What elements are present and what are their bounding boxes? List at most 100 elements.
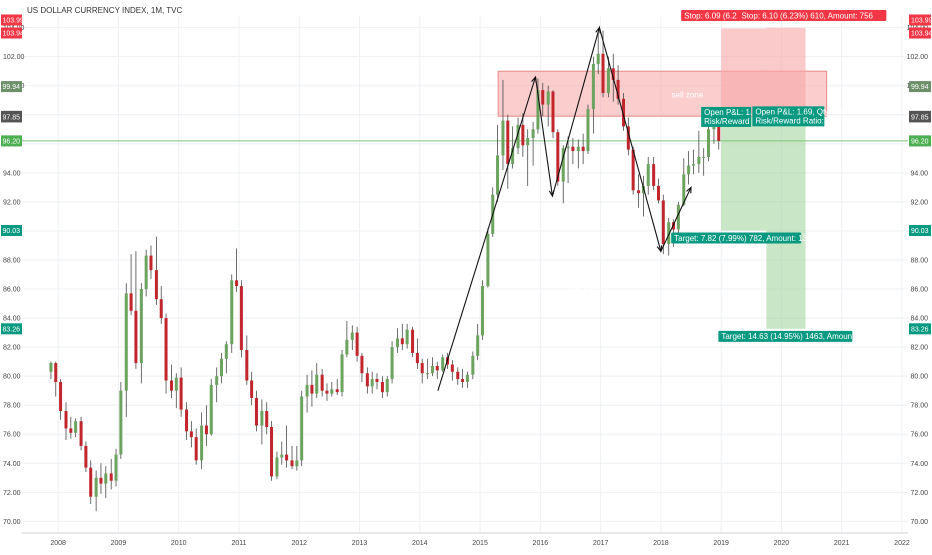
candle-body bbox=[556, 132, 560, 182]
candles bbox=[49, 30, 721, 512]
price-badge-left-bg bbox=[1, 323, 22, 335]
candle-body bbox=[450, 364, 454, 372]
y-tick-label-right: 80.00 bbox=[910, 374, 928, 381]
candle-body bbox=[571, 146, 575, 152]
pnl-box-1-bg bbox=[701, 106, 752, 127]
candle-body bbox=[691, 164, 695, 166]
candle-body bbox=[224, 344, 228, 359]
candle-body bbox=[405, 329, 409, 345]
candle-body bbox=[566, 146, 570, 149]
price-badge-right: 99.94 bbox=[911, 84, 929, 91]
candle-body bbox=[219, 358, 224, 377]
candle-body bbox=[531, 129, 535, 138]
price-badge-right: 90.03 bbox=[911, 228, 929, 235]
x-tick-label: 2014 bbox=[412, 540, 428, 547]
candle-body bbox=[586, 108, 590, 152]
candle-body bbox=[506, 120, 510, 165]
x-tick-label: 2009 bbox=[111, 540, 127, 547]
pattern-arrowhead bbox=[548, 190, 555, 198]
stop-label-2: Stop: 6.10 (6.23%) 610, Amount: 756 bbox=[741, 11, 873, 20]
price-badge-left-bg bbox=[1, 27, 22, 39]
x-tick-label: 2011 bbox=[231, 540, 246, 547]
candle-body bbox=[204, 425, 208, 435]
stop-label-2-bg bbox=[738, 10, 887, 21]
price-badge-left: 90.03 bbox=[3, 228, 21, 235]
y-tick-label-left: 92.00 bbox=[3, 199, 21, 206]
candle-body bbox=[174, 377, 178, 391]
x-tick-label: 2010 bbox=[171, 540, 187, 547]
target-label-1: Target: 7.82 (7.99%) 782, Amount: 1320.6… bbox=[674, 234, 828, 243]
candle-body bbox=[109, 473, 113, 481]
candle-body bbox=[521, 124, 525, 146]
y-tick-label-left: 94.00 bbox=[3, 170, 21, 177]
price-badge-right-bg bbox=[909, 111, 931, 123]
candle-body bbox=[576, 146, 580, 152]
candle-body bbox=[626, 126, 630, 150]
candle-body bbox=[290, 460, 294, 467]
candle-body bbox=[581, 146, 585, 152]
y-tick-label-right: 70.00 bbox=[910, 519, 928, 526]
candle-body bbox=[254, 397, 258, 426]
axes: 70.00 70.00 72.00 72.00 74.00 74.00 76.00 76.00… bbox=[1, 14, 932, 547]
y-tick-label-left: 76.00 bbox=[3, 432, 21, 439]
candle-body bbox=[169, 380, 173, 391]
rr-label-2: Risk/Reward Ratio: 2.4 bbox=[755, 116, 837, 125]
candle-body bbox=[606, 68, 610, 93]
candle-body bbox=[285, 454, 289, 461]
candle-body bbox=[230, 280, 234, 345]
y-tick-label-right: 102.00 bbox=[907, 54, 929, 61]
y-tick-label-right: 74.00 bbox=[910, 461, 928, 468]
candle-body bbox=[420, 363, 424, 374]
y-tick-label-right: 94.00 bbox=[910, 170, 928, 177]
candle-body bbox=[611, 68, 615, 80]
candle-body bbox=[154, 270, 158, 300]
position-risk-zone bbox=[721, 28, 767, 117]
libra-pattern-line bbox=[437, 25, 692, 391]
sell-zone-label: sell zone bbox=[672, 91, 704, 100]
candle-body bbox=[215, 376, 219, 385]
candle-body bbox=[380, 381, 384, 393]
price-badge-right: 103.94 bbox=[911, 31, 932, 38]
candle-body bbox=[270, 426, 274, 477]
y-tick-label-left: 78.00 bbox=[3, 403, 21, 410]
candle-body bbox=[179, 377, 183, 410]
candle-body bbox=[415, 352, 419, 364]
candle-body bbox=[652, 164, 656, 186]
candle-body bbox=[385, 379, 389, 393]
x-tick-label: 2022 bbox=[894, 540, 910, 547]
candle-body bbox=[476, 335, 480, 356]
candle-body bbox=[541, 90, 545, 105]
candle-body bbox=[139, 289, 143, 364]
candle-body bbox=[526, 137, 530, 146]
y-tick-label-right: 92.00 bbox=[910, 199, 928, 206]
candle-body bbox=[89, 467, 93, 497]
rr-label-1: Risk/Reward | bbox=[704, 117, 754, 126]
price-badge-right-bg bbox=[909, 81, 931, 93]
candle-body bbox=[676, 204, 680, 230]
price-badge-left-bg bbox=[1, 81, 22, 93]
candle-body bbox=[345, 339, 349, 355]
x-tick-label: 2013 bbox=[352, 540, 368, 547]
candle-body bbox=[104, 473, 108, 484]
candle-body bbox=[149, 255, 153, 271]
candle-body bbox=[300, 396, 304, 461]
candle-body bbox=[461, 379, 465, 382]
candle-body bbox=[717, 124, 721, 141]
y-tick-label-right: 78.00 bbox=[910, 403, 928, 410]
candle-body bbox=[159, 299, 163, 319]
y-tick-label-left: 74.00 bbox=[3, 461, 21, 468]
candle-body bbox=[480, 286, 484, 336]
candle-body bbox=[536, 90, 540, 130]
target-label-2-bg bbox=[718, 330, 853, 342]
candle-body bbox=[667, 222, 671, 245]
candle-body bbox=[697, 156, 701, 165]
candle-body bbox=[646, 164, 650, 186]
pattern-arrowhead bbox=[656, 245, 663, 253]
candle-body bbox=[365, 373, 369, 387]
candle-body bbox=[551, 91, 555, 133]
price-badge-right: 96.20 bbox=[911, 138, 929, 145]
price-badge-right-bg bbox=[909, 14, 931, 26]
candle-body bbox=[315, 374, 319, 394]
